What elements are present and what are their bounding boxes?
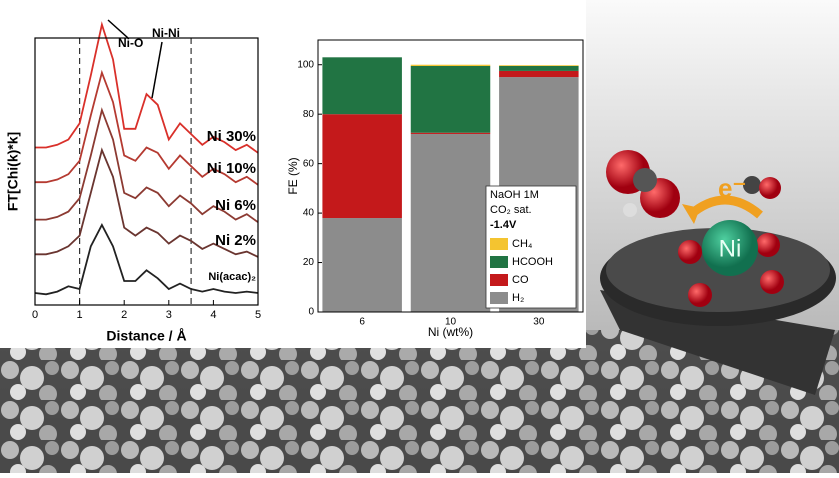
legend-label: Ni(acac)₂: [208, 271, 256, 283]
bar-segment: [499, 65, 579, 66]
bar-segment: [410, 64, 491, 66]
y-tick-label: 60: [303, 158, 315, 169]
legend-label: Ni 30%: [207, 128, 256, 145]
legend-label: Ni 2%: [215, 232, 256, 249]
electron-label: e⁻: [718, 173, 746, 203]
legend-swatch: [490, 274, 508, 286]
legend-swatch: [490, 238, 508, 250]
x-axis-label: Ni (wt%): [428, 325, 473, 339]
curve: [34, 222, 259, 296]
x-tick-label: 6: [359, 317, 365, 328]
plot-frame: [317, 39, 584, 313]
legend-label: H₂: [512, 292, 524, 304]
x-tick-label: 2: [121, 309, 127, 321]
curve: [35, 69, 259, 186]
bar-segment: [322, 57, 402, 115]
x-axis-label: Distance / Å: [106, 328, 186, 344]
y-tick-label: 100: [297, 59, 314, 70]
y-tick-label: 80: [303, 109, 315, 120]
legend-label: CH₄: [512, 238, 533, 250]
bar-segment: [410, 133, 491, 312]
legend-label: Ni 6%: [215, 197, 256, 214]
x-tick-label: 5: [255, 309, 261, 321]
x-tick-label: 10: [445, 317, 457, 328]
curve: [35, 21, 259, 154]
ni-label: Ni: [719, 235, 742, 262]
legend-title: CO₂ sat.: [490, 204, 532, 216]
bar-segment: [322, 218, 402, 312]
y-tick-label: 0: [308, 307, 314, 318]
annotation: Ni-Ni: [152, 26, 180, 40]
bar-segment: [499, 70, 579, 78]
annotation-pointer: [151, 41, 163, 99]
annotation: Ni-O: [118, 36, 143, 50]
bar-segment: [499, 65, 579, 71]
legend-label: Ni 10%: [207, 160, 256, 177]
curve: [35, 107, 259, 223]
curve: [35, 147, 259, 258]
x-tick-label: 30: [533, 317, 545, 328]
bar-segment: [322, 114, 402, 219]
plot-frame: [34, 37, 259, 306]
legend-swatch: [490, 256, 508, 268]
legend-title: -1.4V: [490, 219, 517, 231]
x-tick-label: 3: [166, 309, 172, 321]
bar-segment: [410, 65, 491, 133]
legend-title: NaOH 1M: [490, 189, 539, 201]
bar-segment: [410, 132, 491, 134]
x-tick-label: 1: [77, 309, 83, 321]
y-tick-label: 20: [303, 257, 315, 268]
y-axis-label: FT[Chi(k)*k]: [5, 132, 21, 211]
legend-swatch: [490, 292, 508, 304]
y-tick-label: 40: [303, 208, 315, 219]
catalyst-illustration: e⁻ Ni: [600, 150, 836, 395]
legend-label: CO: [512, 274, 529, 286]
y-axis-label: FE (%): [286, 157, 300, 194]
x-tick-label: 0: [32, 309, 38, 321]
x-tick-label: 4: [210, 309, 216, 321]
annotation-pointer: [107, 19, 129, 39]
legend-label: HCOOH: [512, 256, 553, 268]
